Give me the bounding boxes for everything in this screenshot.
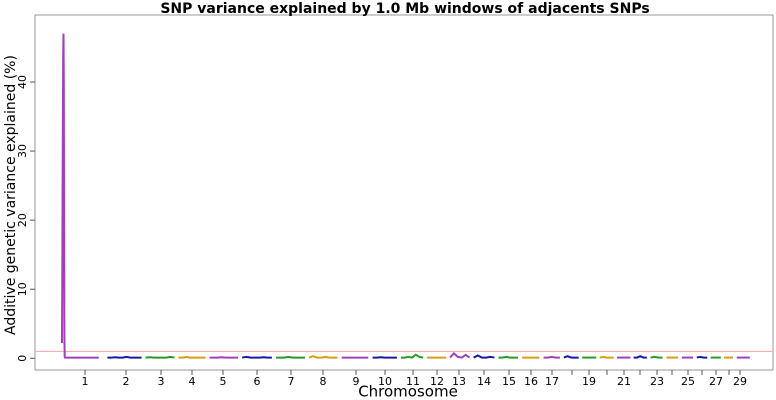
x-axis-label: Chromosome [358,383,458,400]
x-tick-label: 23 [650,375,664,388]
x-tick-label: 12 [430,375,444,388]
x-tick-label: 29 [733,375,747,388]
chart-title: SNP variance explained by 1.0 Mb windows… [160,1,649,17]
chromosome-signal [241,355,272,359]
chromosome-signal [543,355,560,359]
chromosome-signal [61,33,99,359]
y-tick-label: 30 [16,144,29,158]
x-tick-label: 17 [545,375,559,388]
x-tick-label: 19 [582,375,596,388]
y-tick-label: 0 [16,355,29,362]
x-tick-label: 27 [709,375,723,388]
y-tick-label: 10 [16,282,29,296]
chromosome-signal [563,355,579,359]
x-tick-label: 13 [452,375,466,388]
x-tick-label: 2 [123,375,130,388]
x-tick-label: 25 [681,375,695,388]
chromosome-signal [633,355,647,359]
chromosome-signal [178,355,206,359]
x-tick-label: 8 [320,375,327,388]
chromosome-signal [599,355,614,359]
chromosome-signal [308,355,338,359]
chromosome-signal [107,355,142,359]
x-tick-label: 6 [254,375,261,388]
chromosome-signal [145,355,175,359]
x-tick-label: 7 [288,375,295,388]
chromosome-signal [650,355,663,359]
x-tick-label: 3 [158,375,165,388]
x-tick-label: 15 [502,375,516,388]
chromosome-signal [473,354,495,359]
x-tick-label: 5 [220,375,227,388]
chromosome-signal [400,353,424,359]
x-tick-label: 4 [189,375,196,388]
x-tick-label: 11 [406,375,420,388]
y-tick-label: 40 [16,75,29,89]
x-tick-label: 10 [378,375,392,388]
x-tick-label: 9 [353,375,360,388]
chromosome-signal [276,355,305,359]
y-tick-label: 20 [16,213,29,227]
x-tick-label: 14 [477,375,491,388]
plot-frame [34,14,774,371]
chromosome-signal [498,355,519,359]
y-axis-label: Additive genetic variance explained (%) [3,55,19,335]
x-tick-label: 1 [82,375,89,388]
chromosome-signal [696,355,708,359]
chromosome-signal [449,352,471,359]
x-tick-label: 21 [617,375,631,388]
x-tick-label: 16 [524,375,538,388]
